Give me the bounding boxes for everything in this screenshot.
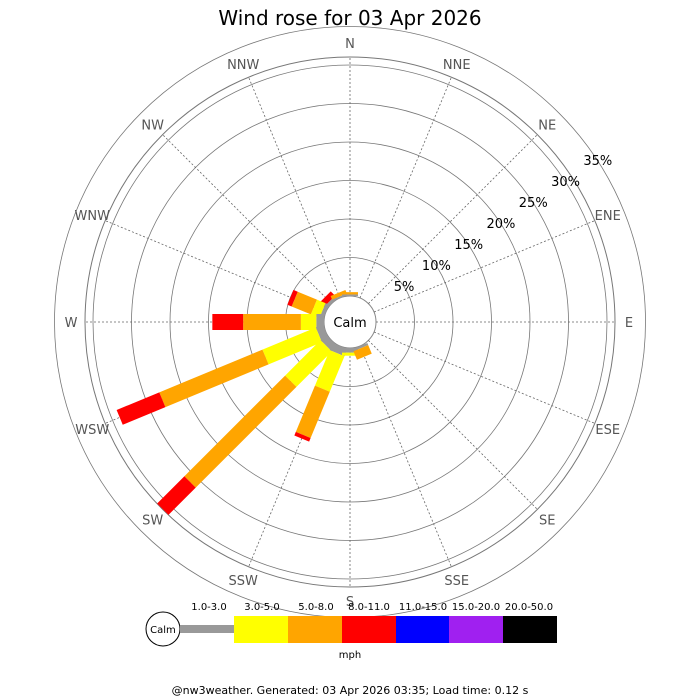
direction-label-s: S	[346, 595, 354, 610]
radial-tick-label: 15%	[454, 238, 483, 253]
bar-n-bin0	[342, 294, 358, 296]
legend-bin-label: 3.0-5.0	[244, 602, 279, 613]
direction-label-wnw: WNW	[75, 209, 111, 224]
direction-label-sw: SW	[142, 513, 163, 528]
legend-swatch-bin6	[503, 616, 557, 643]
legend-swatch-bin4	[396, 616, 450, 643]
legend-bin-label: 8.0-11.0	[348, 602, 390, 613]
calm-center-label: Calm	[333, 316, 366, 331]
bar-ssw-bin3	[294, 431, 311, 442]
direction-label-ne: NE	[538, 119, 556, 134]
direction-label-w: W	[65, 316, 78, 331]
bar-w-bin2	[243, 314, 301, 330]
direction-label-sse: SSE	[444, 574, 469, 589]
bar-wsw-bin3	[116, 392, 166, 425]
footer-text: @nw3weather. Generated: 03 Apr 2026 03:3…	[171, 684, 529, 697]
legend-swatch-bin2	[288, 616, 342, 643]
direction-label-ssw: SSW	[229, 574, 259, 589]
bar-ssw-bin2	[295, 385, 330, 439]
direction-label-nw: NW	[141, 119, 164, 134]
radial-tick-label: 5%	[394, 280, 415, 295]
bar-n-bin2	[342, 292, 358, 295]
spoke-nnw	[248, 77, 341, 299]
direction-label-nne: NNE	[443, 58, 471, 73]
radial-tick-label: 20%	[487, 217, 516, 232]
direction-label-wsw: WSW	[75, 423, 109, 438]
direction-label-nnw: NNW	[227, 58, 259, 73]
bar-w-bin1	[300, 314, 317, 330]
direction-label-e: E	[625, 316, 633, 331]
direction-label-ene: ENE	[595, 209, 621, 224]
bar-sse-bin0	[352, 342, 369, 352]
bar-wsw-bin2	[159, 349, 269, 408]
bar-wnw-bin1	[310, 299, 326, 318]
legend-swatch-bin0	[180, 625, 234, 633]
direction-label-n: N	[345, 37, 355, 52]
radial-ring	[208, 180, 492, 464]
bar-sw-bin3	[157, 476, 196, 515]
legend-swatch-bin5	[449, 616, 503, 643]
legend-bin-label: 11.0-15.0	[399, 602, 447, 613]
spoke-ene	[373, 220, 595, 313]
bar-w-bin3	[212, 314, 244, 330]
bar-wnw-bin2	[291, 291, 317, 315]
radial-tick-label: 25%	[519, 196, 548, 211]
legend-bin-label: 15.0-20.0	[452, 602, 500, 613]
radial-tick-label: 35%	[583, 154, 612, 169]
direction-label-ese: ESE	[595, 423, 620, 438]
spoke-se	[368, 340, 538, 510]
chart-title: Wind rose for 03 Apr 2026	[218, 6, 482, 30]
radial-tick-label: 10%	[422, 259, 451, 274]
bar-ssw-bin1	[314, 350, 345, 392]
direction-label-se: SE	[539, 513, 555, 528]
bar-s-bin1	[342, 352, 358, 356]
outer-ring	[84, 56, 616, 588]
bar-wnw-bin3	[287, 289, 298, 307]
legend-calm-label: Calm	[150, 625, 176, 636]
legend-swatch-bin3	[342, 616, 396, 643]
bar-wsw-bin1	[262, 327, 322, 365]
spoke-ese	[373, 331, 595, 424]
legend-bin-label: 5.0-8.0	[298, 602, 333, 613]
radial-ring	[92, 64, 608, 580]
legend-bin-label: 20.0-50.0	[505, 602, 553, 613]
legend-unit-label: mph	[339, 650, 361, 661]
legend-bin-label: 1.0-3.0	[191, 602, 226, 613]
legend-swatch-bin1	[234, 616, 288, 643]
spoke-sse	[359, 345, 452, 567]
bar-sw-bin1	[285, 340, 332, 387]
spoke-nw	[162, 134, 332, 304]
bar-sse-bin2	[353, 345, 372, 360]
radial-tick-label: 30%	[551, 175, 580, 190]
bar-sw-bin2	[184, 375, 297, 488]
